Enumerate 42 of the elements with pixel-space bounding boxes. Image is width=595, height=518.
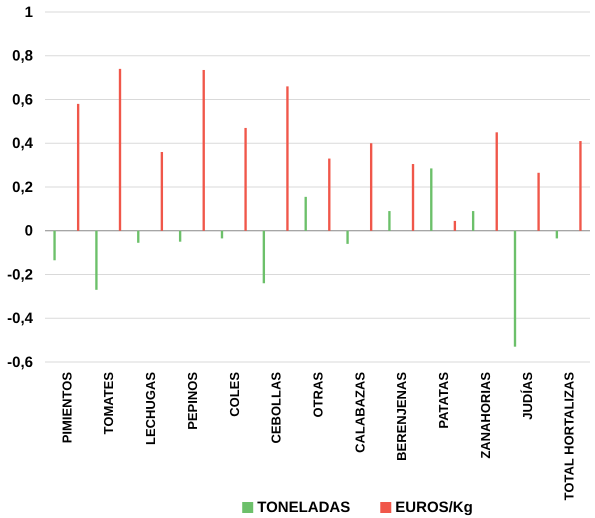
bar (244, 128, 247, 231)
bar (430, 168, 432, 231)
bar (496, 132, 498, 231)
bar (328, 158, 330, 231)
y-tick-label: 1 (24, 4, 33, 21)
bar (388, 211, 391, 231)
x-tick-label: PATATAS (436, 372, 452, 429)
x-tick-label: PEPINOS (184, 372, 200, 430)
bar (556, 230, 558, 238)
bar (202, 70, 205, 231)
y-tick-label: -0,4 (7, 310, 34, 328)
x-tick-label: LECHUGAS (143, 372, 158, 445)
bar (178, 230, 182, 242)
y-tick-label: 0,6 (12, 91, 33, 108)
x-tick-label: TOMATES (101, 372, 116, 434)
bar (537, 172, 540, 231)
x-tick-label: CEBOLLAS (268, 372, 284, 444)
y-tick-label: 0,2 (12, 178, 33, 196)
x-tick-label: TOTAL HORTALIZAS (562, 372, 577, 500)
bar (160, 152, 164, 231)
x-tick-label: CALABAZAS (352, 372, 368, 453)
y-tick-label: -0,6 (7, 354, 33, 371)
bar (454, 220, 456, 231)
x-tick-label: COLES (226, 372, 242, 417)
bar (76, 104, 80, 231)
bar (137, 230, 140, 243)
y-tick-label: -0,2 (7, 266, 33, 284)
bar (370, 143, 372, 231)
legend-label: EUROS/Kg (395, 499, 473, 516)
x-tick-label: JUDÍAS (520, 372, 535, 420)
x-tick-label: OTRAS (310, 372, 326, 418)
bar (304, 196, 307, 231)
x-tick-label: ZANAHORIAS (478, 372, 493, 459)
x-tick-label: PIMIENTOS (59, 372, 74, 444)
x-tick-label: BERENJENAS (394, 372, 410, 461)
bar (472, 211, 474, 231)
legend-label: TONELADAS (257, 499, 350, 516)
y-tick-label: 0,8 (12, 48, 33, 65)
y-tick-label: 0,4 (12, 135, 34, 152)
bar (262, 230, 266, 284)
y-tick-label: 0 (24, 222, 33, 240)
bar (95, 230, 98, 290)
